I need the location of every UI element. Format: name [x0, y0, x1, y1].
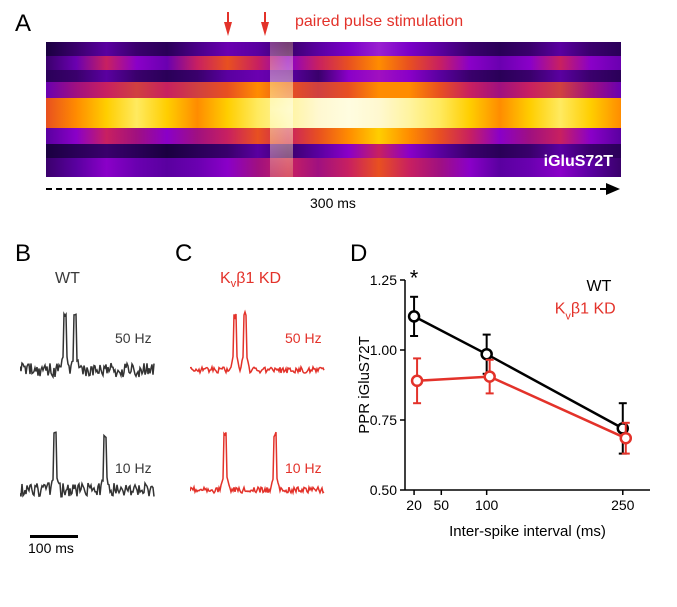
time-arrow-line [46, 188, 606, 190]
svg-text:20: 20 [406, 497, 422, 513]
trace-b1-label: 50 Hz [115, 330, 152, 346]
pps-label: paired pulse stimulation [295, 13, 463, 31]
svg-text:WT: WT [586, 278, 611, 295]
iglus-label: iGluS72T [544, 153, 613, 171]
svg-text:250: 250 [611, 497, 635, 513]
time-arrow-head [606, 183, 620, 195]
svg-text:1.25: 1.25 [370, 272, 397, 288]
panel-c-label: C [175, 240, 192, 268]
stim-arrowhead-2 [261, 22, 269, 36]
trace-c1-label: 50 Hz [285, 330, 322, 346]
scalebar [30, 535, 78, 538]
ppr-chart: 0.500.751.001.252050100250Inter-spike in… [355, 270, 660, 530]
panel-b-label: B [15, 240, 31, 268]
svg-text:0.50: 0.50 [370, 482, 397, 498]
svg-text:50: 50 [434, 497, 450, 513]
trace-c2-label: 10 Hz [285, 460, 322, 476]
wt-label: WT [55, 270, 80, 288]
kd-label: Kvβ1 KD [220, 270, 281, 290]
svg-text:Kvβ1 KD: Kvβ1 KD [555, 301, 616, 323]
panel-a-label: A [15, 10, 31, 38]
svg-text:PPR iGluS72T: PPR iGluS72T [356, 336, 373, 434]
svg-text:0.75: 0.75 [370, 412, 397, 428]
trace-b2-label: 10 Hz [115, 460, 152, 476]
stim-arrowhead-1 [224, 22, 232, 36]
svg-text:*: * [410, 270, 419, 291]
stim-arrow-2 [264, 12, 266, 22]
figure: A paired pulse stimulation iGluS72T 300 … [10, 10, 667, 597]
svg-text:100: 100 [475, 497, 499, 513]
svg-text:Inter-spike interval (ms): Inter-spike interval (ms) [449, 523, 606, 540]
svg-text:1.00: 1.00 [370, 342, 397, 358]
scalebar-text: 100 ms [28, 540, 74, 556]
panel-d-label: D [350, 240, 367, 268]
heatmap: iGluS72T [46, 42, 621, 177]
time-label: 300 ms [310, 195, 356, 211]
stim-arrow-1 [227, 12, 229, 22]
